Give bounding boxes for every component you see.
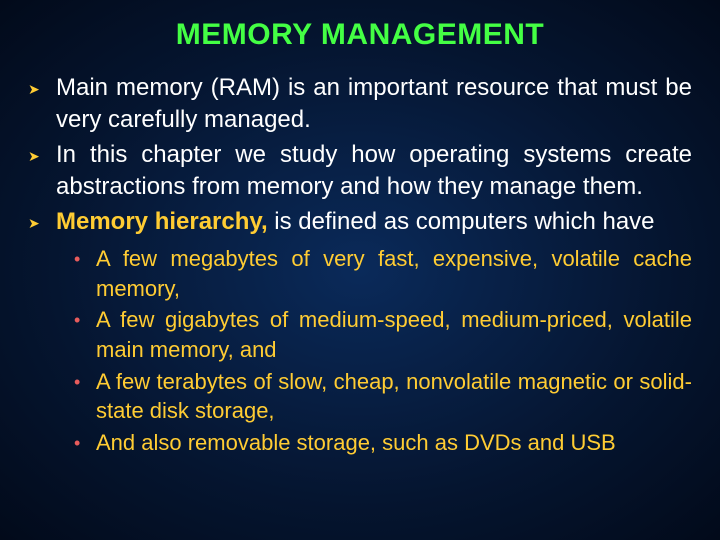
l2-text: And also removable storage, such as DVDs…	[96, 428, 692, 458]
slide-title: MEMORY MANAGEMENT	[28, 18, 692, 52]
l1-item: ➤ Main memory (RAM) is an important reso…	[28, 72, 692, 137]
bullet-dot-icon: •	[74, 428, 96, 455]
l2-text: A few gigabytes of medium-speed, medium-…	[96, 305, 692, 364]
level-1-list: ➤ Main memory (RAM) is an important reso…	[28, 72, 692, 238]
bullet-dot-icon: •	[74, 244, 96, 271]
l2-item: • A few gigabytes of medium-speed, mediu…	[74, 305, 692, 364]
arrow-icon: ➤	[28, 139, 56, 166]
l2-text: A few terabytes of slow, cheap, nonvolat…	[96, 367, 692, 426]
bold-term: Memory hierarchy,	[56, 208, 268, 235]
l1-item: ➤ Memory hierarchy, is defined as comput…	[28, 206, 692, 238]
l2-item: • A few megabytes of very fast, expensiv…	[74, 244, 692, 303]
l1-text: Memory hierarchy, is defined as computer…	[56, 206, 692, 238]
arrow-icon: ➤	[28, 206, 56, 233]
bullet-dot-icon: •	[74, 305, 96, 332]
l2-text: A few megabytes of very fast, expensive,…	[96, 244, 692, 303]
arrow-icon: ➤	[28, 72, 56, 99]
l1-rest: is defined as computers which have	[268, 208, 655, 235]
bullet-dot-icon: •	[74, 367, 96, 394]
l1-text: In this chapter we study how operating s…	[56, 139, 692, 204]
l2-item: • A few terabytes of slow, cheap, nonvol…	[74, 367, 692, 426]
l2-item: • And also removable storage, such as DV…	[74, 428, 692, 458]
l1-text: Main memory (RAM) is an important resour…	[56, 72, 692, 137]
level-2-list: • A few megabytes of very fast, expensiv…	[28, 244, 692, 458]
l1-item: ➤ In this chapter we study how operating…	[28, 139, 692, 204]
